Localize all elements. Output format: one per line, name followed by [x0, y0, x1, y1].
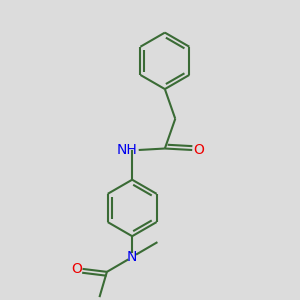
- Text: N: N: [127, 250, 137, 264]
- Text: NH: NH: [117, 143, 137, 157]
- Text: O: O: [193, 143, 204, 157]
- Text: O: O: [71, 262, 82, 276]
